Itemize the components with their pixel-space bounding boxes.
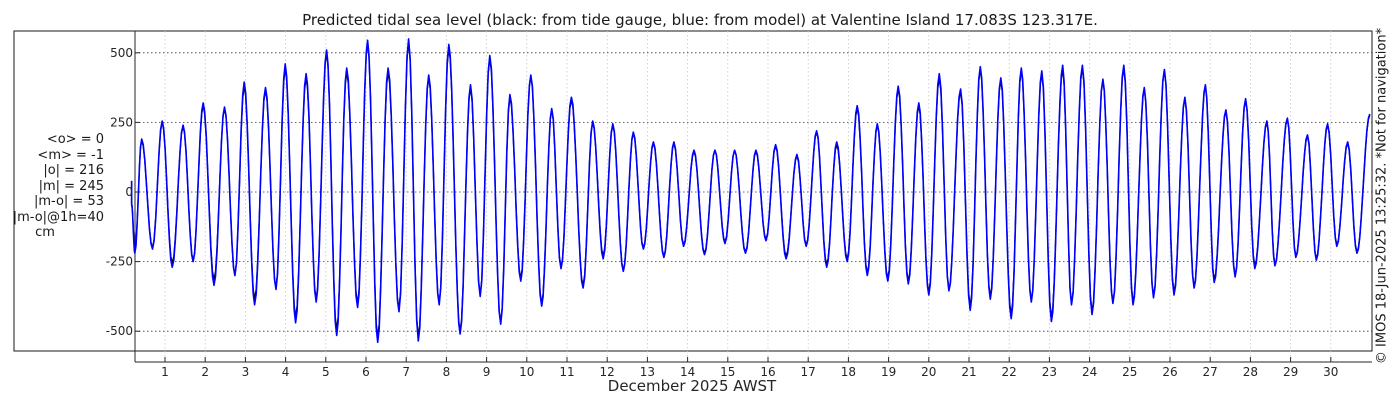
x-tick-label: 5 bbox=[322, 365, 330, 379]
y-tick-label: 500 bbox=[110, 46, 133, 60]
x-tick-label: 6 bbox=[362, 365, 370, 379]
stat-abs-model: |m| = 245 bbox=[38, 178, 104, 194]
series-line-model bbox=[130, 38, 1371, 344]
x-tick-label: 15 bbox=[720, 365, 735, 379]
axis-layer bbox=[134, 31, 1372, 363]
x-tick-label: 11 bbox=[559, 365, 574, 379]
stat-mean-observed: <o> = 0 bbox=[46, 132, 104, 147]
x-tick-label: 3 bbox=[242, 365, 250, 379]
x-tick-label: 13 bbox=[640, 365, 655, 379]
x-tick-label: 2 bbox=[201, 365, 209, 379]
stats-panel: <o> = 0 <m> = -1 |o| = 216 |m| = 245 |m-… bbox=[4, 132, 104, 241]
x-tick-label: 27 bbox=[1203, 365, 1218, 379]
x-tick-label: 18 bbox=[841, 365, 856, 379]
x-tick-label: 30 bbox=[1323, 365, 1338, 379]
x-tick-label: 10 bbox=[519, 365, 534, 379]
x-tick-label: 23 bbox=[1042, 365, 1057, 379]
stat-abs-difference-1h: |m-o|@1h=40 bbox=[12, 209, 104, 225]
x-tick-label: 21 bbox=[961, 365, 976, 379]
x-tick-label: 7 bbox=[402, 365, 410, 379]
x-tick-label: 12 bbox=[600, 365, 615, 379]
chart-title: Predicted tidal sea level (black: from t… bbox=[302, 11, 1098, 29]
x-tick-label: 28 bbox=[1243, 365, 1258, 379]
x-axis-label: December 2025 AWST bbox=[608, 377, 777, 395]
x-tick-label: 8 bbox=[443, 365, 451, 379]
y-tick-label: 250 bbox=[110, 115, 133, 129]
x-tick-label: 25 bbox=[1122, 365, 1137, 379]
x-tick-label: 29 bbox=[1283, 365, 1298, 379]
x-tick-label: 16 bbox=[760, 365, 775, 379]
tick-layer: 1 2 3 4 5 6 7 8 9 10 11 12 13 14 15 16 17 18 19 20 21 22 23 24 2… bbox=[106, 46, 1339, 379]
x-tick-label: 24 bbox=[1082, 365, 1097, 379]
x-tick-label: 4 bbox=[282, 365, 290, 379]
stat-mean-model: <m> = -1 bbox=[37, 147, 104, 163]
x-tick-label: 1 bbox=[161, 365, 169, 379]
series-layer bbox=[130, 38, 1371, 344]
y-tick-label: -250 bbox=[106, 255, 133, 269]
x-tick-label: 26 bbox=[1162, 365, 1177, 379]
y-tick-label: 0 bbox=[125, 185, 133, 199]
x-tick-label: 17 bbox=[801, 365, 816, 379]
stat-abs-observed: |o| = 216 bbox=[43, 163, 104, 178]
stat-abs-difference: |m-o| = 53 bbox=[33, 194, 104, 209]
x-tick-label: 22 bbox=[1002, 365, 1017, 379]
x-tick-label: 19 bbox=[881, 365, 896, 379]
x-tick-label: 9 bbox=[483, 365, 491, 379]
outer-frame bbox=[13, 30, 1373, 352]
x-tick-label: 20 bbox=[921, 365, 936, 379]
y-tick-label: -500 bbox=[106, 324, 133, 338]
x-tick-label: 14 bbox=[680, 365, 695, 379]
stat-unit: cm bbox=[35, 225, 55, 240]
